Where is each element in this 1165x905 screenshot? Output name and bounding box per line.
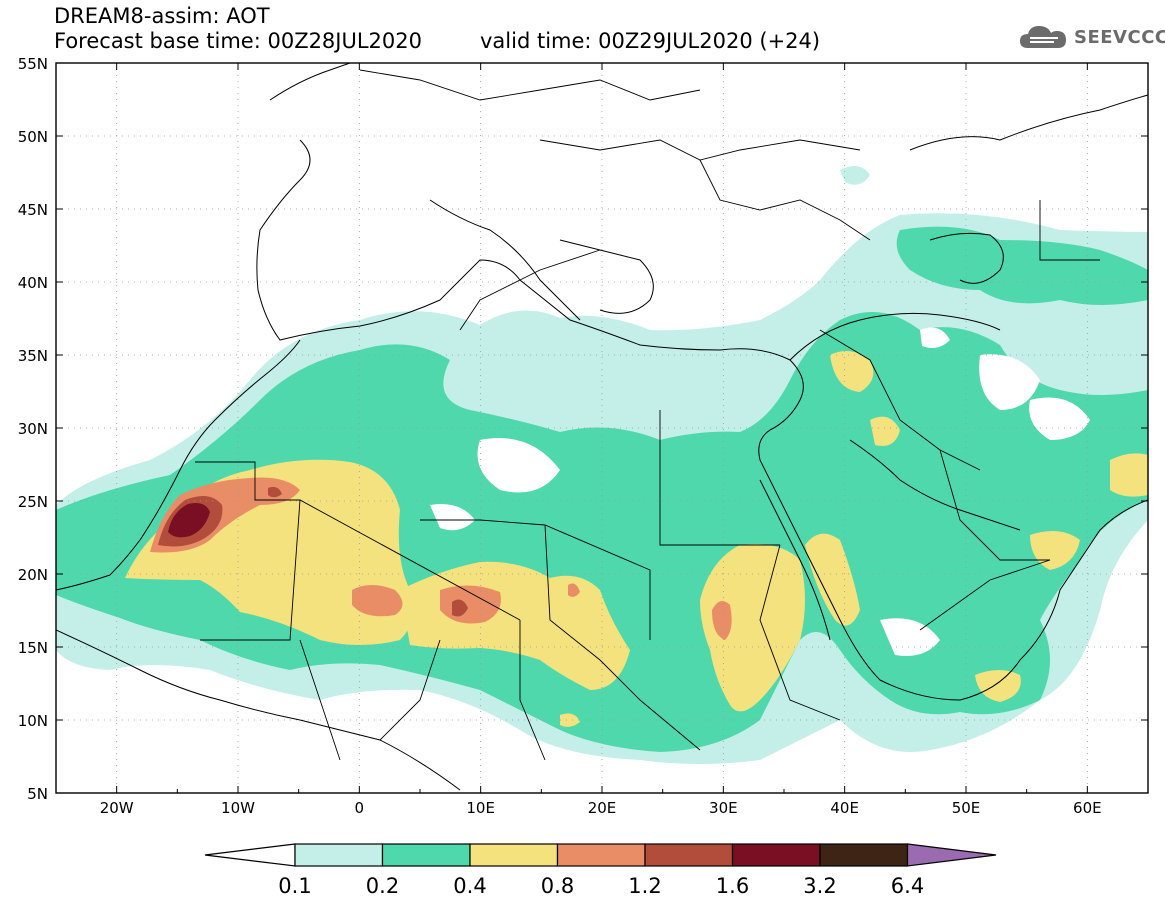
valid-time: valid time: 00Z29JUL2020 (+24) xyxy=(480,29,821,53)
brand-name: SEEVCCC xyxy=(1074,26,1165,48)
lat-label: 50N xyxy=(18,128,48,146)
lon-label: 30E xyxy=(709,799,738,817)
lat-label: 10N xyxy=(18,712,48,730)
legend-swatch xyxy=(556,843,646,867)
aot-hole-6 xyxy=(920,327,950,348)
aot-band-0.4-small xyxy=(560,713,580,727)
lon-label: 20E xyxy=(588,799,617,817)
legend-arrow-high xyxy=(906,843,997,867)
aot-band-0.4-redsea xyxy=(805,533,860,626)
lat-label: 25N xyxy=(18,493,48,511)
aot-band-1.2-small xyxy=(268,486,282,498)
aot-hole-4 xyxy=(1029,397,1090,440)
legend-label: 0.4 xyxy=(453,874,486,898)
brand-logo: SEEVCCC xyxy=(1018,22,1165,52)
aot-band-0.1-patch xyxy=(840,166,870,185)
forecast-base-time: Forecast base time: 00Z28JUL2020 xyxy=(54,29,423,53)
country-borders xyxy=(195,69,1100,761)
map-title: DREAM8-assim: AOT xyxy=(54,4,270,28)
coastlines xyxy=(56,63,1148,791)
aot-band-0.8-mali xyxy=(352,585,403,617)
lat-label: 45N xyxy=(18,201,48,219)
legend-label: 0.2 xyxy=(366,874,399,898)
aot-band-0.4-iraq2 xyxy=(870,416,900,446)
aot-hole-1 xyxy=(477,438,560,493)
lat-label: 35N xyxy=(18,347,48,365)
lon-label: 50E xyxy=(952,799,981,817)
legend-swatch xyxy=(644,843,734,867)
legend-label: 0.8 xyxy=(541,874,574,898)
lon-label: 20W xyxy=(100,799,134,817)
aot-band-0.8-small xyxy=(568,583,580,597)
lon-label: 0 xyxy=(355,799,365,817)
aot-band-0.4-yemen xyxy=(975,670,1021,702)
longitude-labels: 20W 10W 0 10E 20E 30E 40E 50E 60E xyxy=(100,799,1102,817)
axis-ticks xyxy=(55,62,1149,794)
lat-label: 55N xyxy=(18,55,48,73)
legend-swatch xyxy=(294,843,384,867)
lat-label: 5N xyxy=(27,785,48,803)
lat-label: 15N xyxy=(18,639,48,657)
aot-band-0.2-north xyxy=(896,226,1148,305)
legend-label: 1.2 xyxy=(628,874,661,898)
aot-band-0.8-sudan xyxy=(712,601,732,640)
legend-swatch xyxy=(731,843,821,867)
aot-band-0.4-east xyxy=(1110,453,1148,497)
legend-label: 1.6 xyxy=(716,874,749,898)
legend-label: 6.4 xyxy=(891,874,924,898)
legend-swatch xyxy=(819,843,909,867)
aot-hole-3 xyxy=(979,354,1040,410)
legend-arrow-low xyxy=(204,843,296,867)
lat-label: 20N xyxy=(18,566,48,584)
legend-swatch xyxy=(381,843,471,867)
latitude-labels: 55N 50N 45N 40N 35N 30N 25N 20N 15N 10N 5N xyxy=(18,55,48,803)
color-legend xyxy=(204,843,997,867)
aot-hole-5 xyxy=(880,618,940,656)
aot-band-1.2-niger xyxy=(452,599,468,617)
aot-band-1.6 xyxy=(168,503,210,538)
aot-hole-2 xyxy=(430,504,475,531)
color-legend-labels: 0.1 0.2 0.4 0.8 1.2 1.6 3.2 6.4 xyxy=(278,874,924,898)
cloud-icon xyxy=(1020,26,1066,48)
aot-band-0.4-iraq xyxy=(830,351,874,392)
legend-label: 3.2 xyxy=(803,874,836,898)
legend-label: 0.1 xyxy=(278,874,311,898)
lon-label: 10E xyxy=(466,799,495,817)
legend-swatch xyxy=(469,843,559,867)
lat-label: 30N xyxy=(18,420,48,438)
lon-label: 10W xyxy=(221,799,255,817)
lat-label: 40N xyxy=(18,274,48,292)
lon-label: 40E xyxy=(830,799,859,817)
lon-label: 60E xyxy=(1073,799,1102,817)
grid-lines xyxy=(56,63,1148,793)
